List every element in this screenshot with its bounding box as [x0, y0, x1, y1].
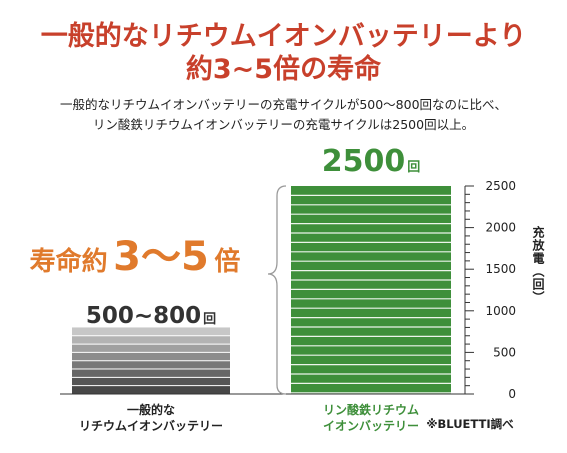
value-label-number: 500~800: [86, 303, 201, 329]
bar-band: [72, 327, 230, 337]
y-axis-label: 充放電（回）: [531, 226, 545, 304]
y-tick-label: 1500: [485, 262, 516, 276]
bar-band: [72, 360, 230, 370]
bar-band: [72, 335, 230, 345]
y-tick-label: 1000: [485, 304, 516, 318]
subtitle-line-2: リン酸鉄リチウムイオンバッテリーの充電サイクルは2500回以上。: [92, 117, 475, 132]
y-tick-label: 2000: [485, 221, 516, 235]
value-label-number: 2500: [322, 144, 406, 179]
y-tick-label: 2500: [485, 179, 516, 193]
subtitle-line-1: 一般的なリチウムイオンバッテリーの充電サイクルが500～800回なのに比べ、: [59, 97, 508, 112]
difference-brace: [267, 185, 287, 395]
value-label: 500~800 回: [86, 303, 216, 329]
category-label: イオンバッテリー: [323, 419, 419, 433]
bar-band: [72, 344, 230, 353]
category-label: リチウムイオンバッテリー: [79, 419, 223, 433]
bar-band: [72, 385, 230, 395]
callout-number: 3～5: [113, 234, 209, 280]
bar: [291, 186, 451, 394]
y-tick-label: 500: [493, 345, 516, 359]
y-tick-label: 0: [508, 387, 516, 401]
headline-line-1: 一般的なリチウムイオンバッテリーより: [40, 21, 527, 52]
category-label: 一般的な: [127, 402, 175, 417]
value-label: 2500 回: [322, 144, 421, 179]
callout-prefix: 寿命約: [30, 246, 108, 277]
headline-line-2: 約3~5倍の寿命: [185, 54, 382, 85]
bar-band: [72, 369, 230, 378]
bar: [72, 327, 230, 395]
callout-suffix: 倍: [214, 246, 240, 277]
category-label: リン酸鉄リチウム: [323, 402, 419, 417]
value-label-unit: 回: [407, 160, 420, 175]
bar-band: [72, 377, 230, 386]
bar-band: [72, 352, 230, 362]
source-note: ※BLUETTI調べ: [426, 417, 514, 431]
lifespan-callout: 寿命約 3～5 倍: [30, 234, 241, 280]
value-label-unit: 回: [203, 312, 216, 327]
